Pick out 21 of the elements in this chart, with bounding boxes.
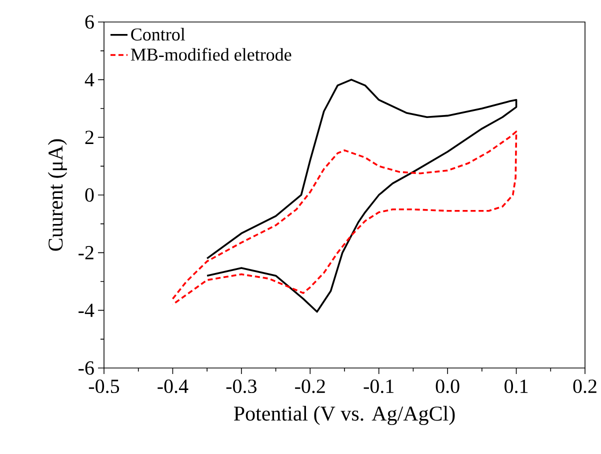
x-axis-title: Potential (V vs. Ag/AgCl) [234, 406, 455, 426]
x-tick-label: -0.4 [158, 380, 188, 394]
x-tick-label: -0.3 [226, 380, 256, 394]
x-tick-label: -0.2 [295, 380, 325, 394]
x-tick-label: 0.2 [573, 380, 596, 394]
y-tick-label: 6 [85, 15, 94, 29]
x-tick-label: 0.0 [436, 380, 460, 394]
x-tick-label: 0.1 [504, 380, 528, 394]
legend-label: MB-modified eletrode [130, 48, 292, 61]
x-tick-label: -0.1 [364, 380, 394, 394]
line-series [206, 78, 518, 313]
y-tick-label: -2 [78, 246, 94, 260]
y-tick-label: -4 [78, 304, 94, 317]
line-series [172, 130, 518, 306]
y-tick-label: 4 [84, 73, 94, 86]
legend-label: Control [131, 28, 186, 41]
y-tick-label: 0 [85, 188, 94, 202]
y-axis-title: Cuurent (μA) [48, 139, 67, 251]
y-tick-label: -6 [78, 361, 94, 375]
y-tick-label: 2 [85, 130, 94, 144]
x-tick-label: -0.5 [88, 380, 120, 394]
